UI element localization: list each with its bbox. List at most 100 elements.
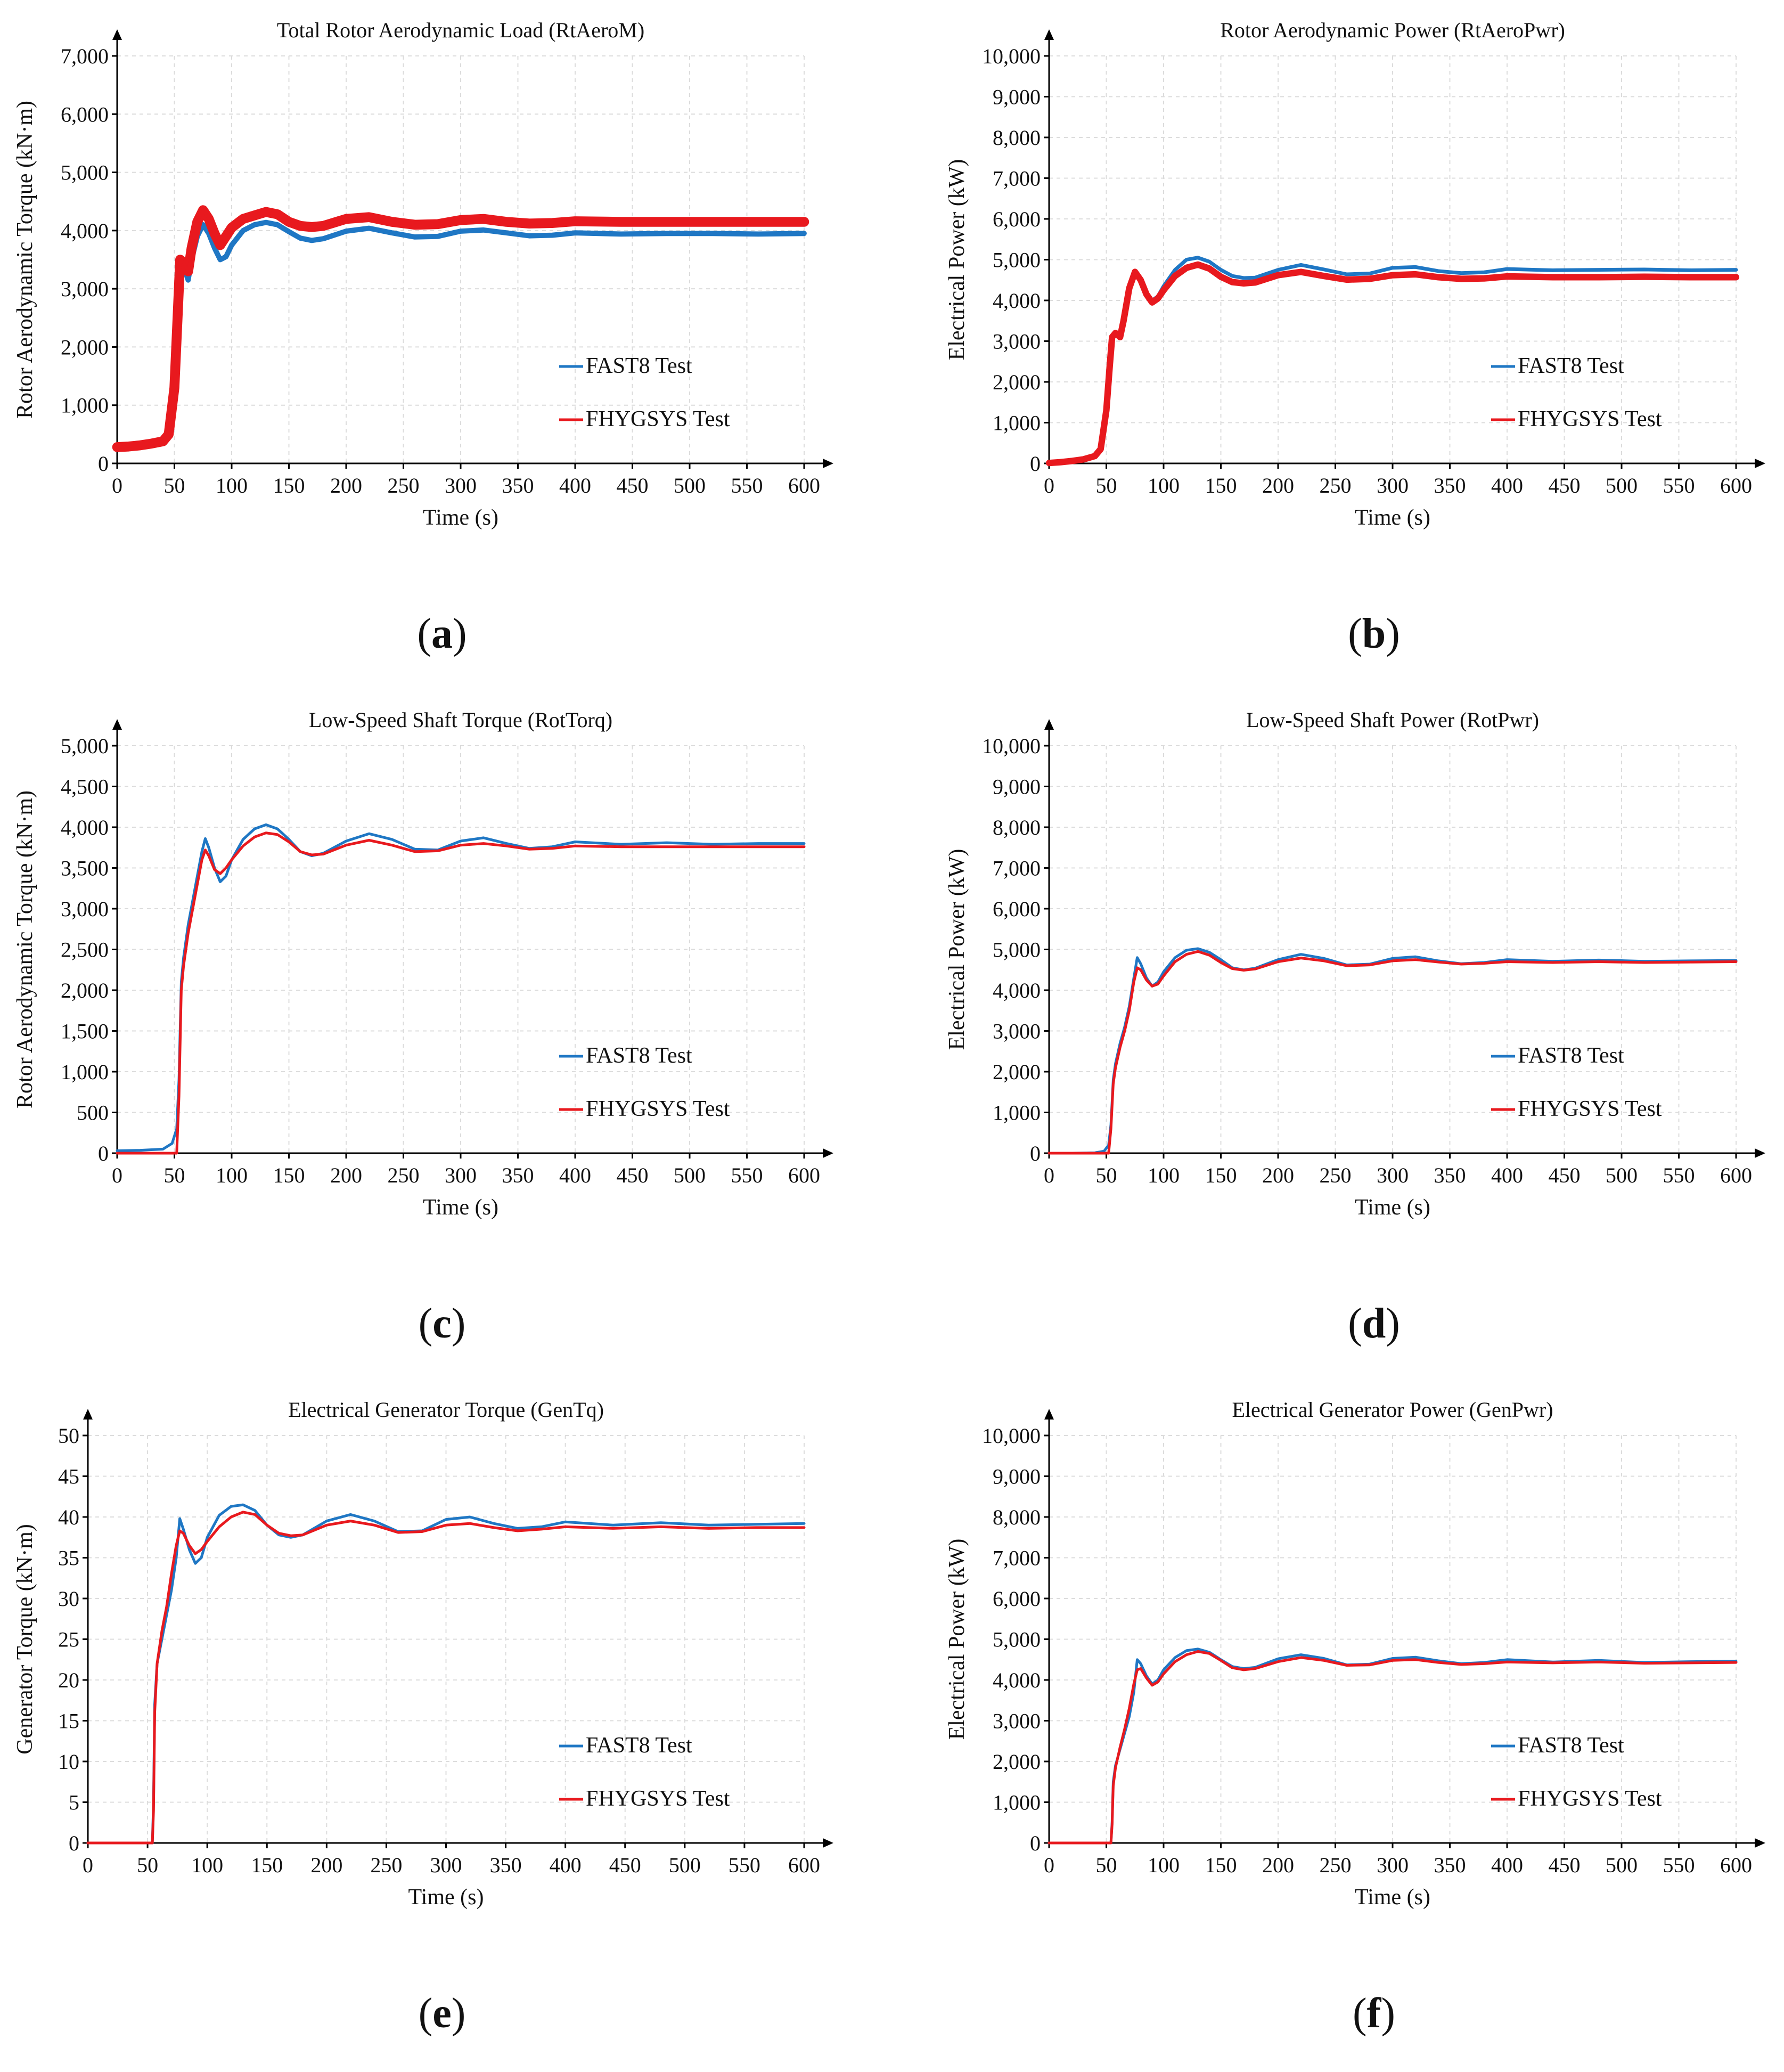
- y-axis-arrow: [112, 719, 122, 730]
- x-tick-label: 50: [1096, 1853, 1117, 1877]
- x-tick-label: 200: [330, 474, 362, 497]
- x-tick-label: 500: [669, 1853, 701, 1877]
- x-tick-label: 550: [731, 474, 763, 497]
- x-tick-label: 0: [83, 1853, 93, 1877]
- chart-svg: Rotor Aerodynamic Power (RtAeroPwr) 0 1,00…: [945, 18, 1765, 530]
- series-line-fhygsys: [86, 1511, 806, 1845]
- y-tick-label: 3,000: [993, 1019, 1041, 1043]
- grid: [1049, 1435, 1737, 1843]
- panel-label: (d): [948, 1300, 1784, 1348]
- y-tick-label: 0: [69, 1831, 79, 1855]
- y-tick-label: 50: [58, 1424, 79, 1448]
- x-axis-arrow: [823, 1838, 833, 1848]
- y-tick-label: 4,500: [61, 775, 109, 799]
- chart-panel-b: Rotor Aerodynamic Power (RtAeroPwr) 0 1,00…: [945, 18, 1784, 692]
- legend-label-fast8: FAST8 Test: [586, 1043, 692, 1068]
- y-tick-label: 10,000: [982, 734, 1041, 758]
- legend-label-fast8: FAST8 Test: [586, 1733, 692, 1758]
- x-tick-label: 600: [1720, 474, 1752, 497]
- x-axis-arrow: [1755, 1148, 1765, 1158]
- grid: [88, 1435, 805, 1843]
- x-tick-label: 150: [273, 1163, 305, 1187]
- x-tick-label: 250: [370, 1853, 402, 1877]
- chart-title: Low-Speed Shaft Power (RotPwr): [1246, 708, 1539, 732]
- y-tick-label: 3,000: [61, 277, 109, 301]
- y-axis-arrow: [1044, 29, 1054, 40]
- x-tick-label: 50: [164, 474, 185, 497]
- x-axis-title: Time (s): [423, 1195, 498, 1220]
- panel-letter: b: [1362, 610, 1386, 657]
- y-tick-label: 7,000: [993, 1546, 1041, 1570]
- series-line-fhygsys: [116, 831, 806, 1155]
- axes: [1044, 29, 1765, 469]
- series-line-fast8: [1048, 1647, 1738, 1845]
- panel-label: (e): [16, 1989, 868, 2038]
- x-tick-label: 0: [1044, 1853, 1054, 1877]
- y-tick-label: 3,000: [993, 330, 1041, 354]
- x-tick-label: 200: [330, 1163, 362, 1187]
- grid: [1049, 55, 1737, 463]
- y-tick-label: 10: [58, 1750, 79, 1774]
- y-tick-label: 25: [58, 1628, 79, 1652]
- x-axis-title: Time (s): [423, 505, 498, 530]
- x-tick-label: 100: [1148, 1163, 1180, 1187]
- y-tick-label: 0: [1030, 1831, 1041, 1855]
- legend-label-fhygsys: FHYGSYS Test: [1518, 1787, 1662, 1811]
- x-axis-arrow: [823, 1148, 833, 1158]
- x-tick-label: 250: [388, 1163, 420, 1187]
- x-tick-label: 0: [1044, 474, 1054, 497]
- panel-label-open: (: [418, 1300, 433, 1347]
- y-tick-label: 1,000: [61, 394, 109, 418]
- x-tick-label: 550: [729, 1853, 760, 1877]
- x-axis-title: Time (s): [1355, 1195, 1430, 1220]
- x-tick-label: 100: [216, 474, 248, 497]
- x-tick-label: 50: [1096, 1163, 1117, 1187]
- x-tick-label: 550: [731, 1163, 763, 1187]
- grid: [1049, 745, 1737, 1153]
- x-tick-label: 0: [112, 1163, 122, 1187]
- y-axis-arrow: [1044, 719, 1054, 730]
- panel-label-close: ): [453, 610, 467, 657]
- chart-svg: Low-Speed Shaft Torque (RotTorq)05001,00…: [13, 708, 833, 1220]
- x-tick-label: 200: [1262, 1163, 1294, 1187]
- y-tick-label: 1,000: [61, 1060, 109, 1084]
- series-line-fhygsys: [1048, 263, 1738, 464]
- x-tick-label: 300: [1377, 1163, 1409, 1187]
- x-tick-label: 600: [788, 1853, 820, 1877]
- x-tick-label: 0: [112, 474, 122, 497]
- axes: [1044, 719, 1765, 1159]
- y-tick-label: 2,000: [993, 1750, 1041, 1774]
- x-tick-label: 400: [559, 474, 591, 497]
- x-tick-label: 200: [1262, 474, 1294, 497]
- x-axis-title: Time (s): [1355, 505, 1430, 530]
- y-tick-label: 3,500: [61, 856, 109, 880]
- y-axis-title: Electrical Power (kW): [945, 1539, 969, 1740]
- y-tick-label: 6,000: [61, 102, 109, 126]
- y-tick-label: 5,000: [993, 1628, 1041, 1652]
- chart-panel-e: Electrical Generator Torque (GenTq) 0 5 10 1…: [13, 1398, 868, 2072]
- panel-label: (a): [16, 610, 868, 658]
- x-tick-label: 400: [559, 1163, 591, 1187]
- axes: [83, 1409, 833, 1848]
- x-tick-label: 400: [1491, 474, 1523, 497]
- y-tick-label: 7,000: [993, 167, 1041, 191]
- chart-panel-c: Low-Speed Shaft Torque (RotTorq) 0 500 1,00…: [13, 708, 868, 1382]
- panel-label-close: ): [451, 1990, 466, 2037]
- series-line-fhygsys: [1048, 950, 1738, 1155]
- chart-title: Low-Speed Shaft Torque (RotTorq): [309, 708, 612, 732]
- y-tick-label: 3,000: [61, 897, 109, 921]
- x-tick-label: 400: [1491, 1163, 1523, 1187]
- x-tick-label: 50: [164, 1163, 185, 1187]
- y-tick-label: 4,000: [61, 219, 109, 243]
- x-tick-label: 350: [490, 1853, 522, 1877]
- x-tick-label: 450: [1549, 474, 1581, 497]
- chart-panel-f: Electrical Generator Power (GenPwr) 0 1,00…: [945, 1398, 1784, 2072]
- panel-letter: f: [1366, 1990, 1381, 2037]
- chart-panel-a: Total Rotor Aerodynamic Load (RtAeroM) 0 1…: [13, 18, 868, 692]
- y-tick-label: 8,000: [993, 815, 1041, 839]
- chart-svg: Total Rotor Aerodynamic Load (RtAeroM) 0 1…: [13, 18, 833, 530]
- x-tick-label: 550: [1663, 1853, 1695, 1877]
- panel-label-open: (: [1353, 1990, 1367, 2037]
- legend-label-fast8: FAST8 Test: [1518, 1043, 1624, 1068]
- y-tick-label: 4,000: [993, 978, 1041, 1002]
